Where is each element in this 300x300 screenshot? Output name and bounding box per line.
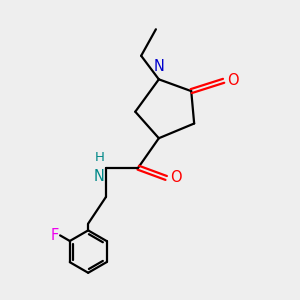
Text: O: O	[170, 170, 182, 185]
Text: F: F	[50, 228, 59, 243]
Text: O: O	[227, 73, 239, 88]
Text: N: N	[153, 59, 164, 74]
Text: N: N	[94, 169, 104, 184]
Text: H: H	[94, 151, 104, 164]
